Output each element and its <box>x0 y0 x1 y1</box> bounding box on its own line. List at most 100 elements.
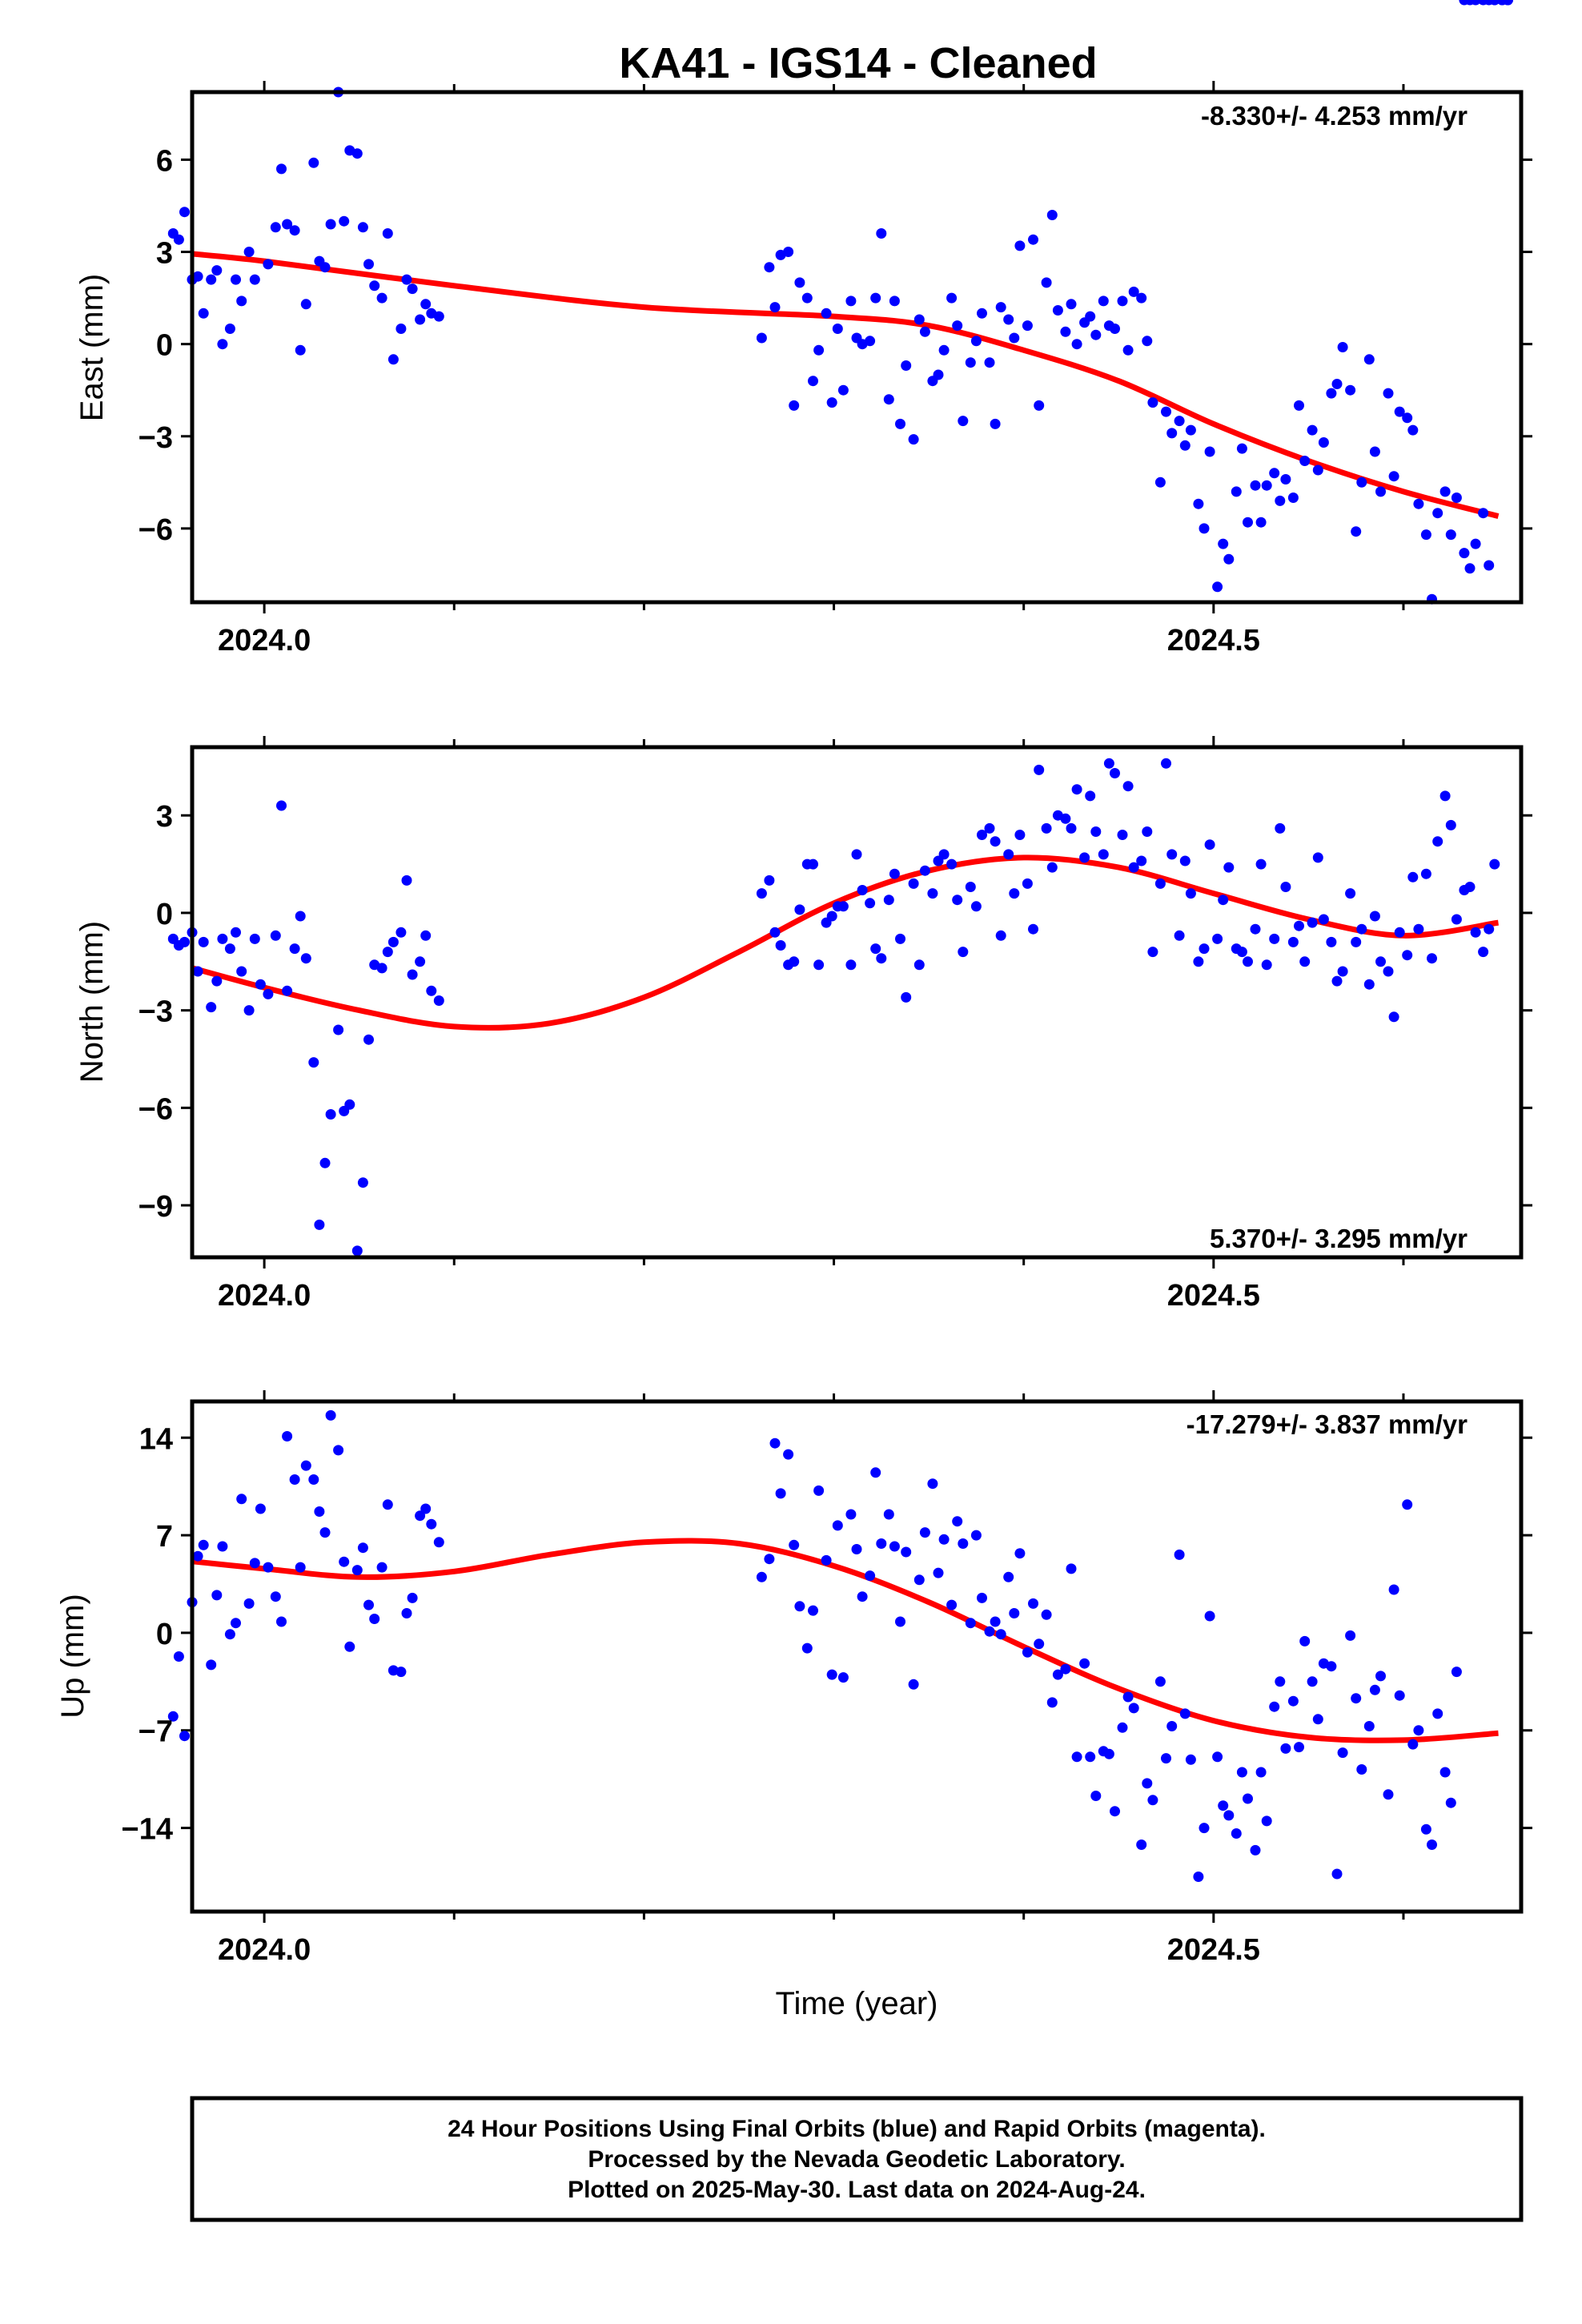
up-data-point <box>211 1590 223 1601</box>
up-data-point <box>1052 1669 1063 1680</box>
east-data-point <box>952 320 963 332</box>
east-data-point <box>919 326 930 337</box>
north-ytick-label: 0 <box>156 898 173 931</box>
north-data-point <box>1407 871 1419 883</box>
up-data-point <box>995 1629 1006 1640</box>
up-data-point <box>1407 1739 1419 1750</box>
north-data-point <box>913 959 925 971</box>
east-data-point <box>794 277 805 288</box>
up-data-point <box>908 1679 919 1690</box>
north-data-point <box>938 849 950 860</box>
east-data-point <box>895 418 905 429</box>
up-data-point <box>369 1614 380 1624</box>
up-data-point <box>1307 1676 1318 1687</box>
up-data-point <box>1299 1635 1311 1647</box>
up-data-point <box>1046 1697 1058 1708</box>
up-data-point <box>1041 1609 1052 1620</box>
north-data-point <box>965 882 976 892</box>
east-data-point <box>206 274 217 285</box>
up-data-point <box>965 1618 976 1629</box>
north-data-point <box>420 930 432 941</box>
east-data-point <box>198 308 209 319</box>
north-data-point <box>1179 855 1191 866</box>
north-data-point <box>958 947 969 958</box>
east-data-point <box>826 397 837 408</box>
north-data-point <box>295 911 306 922</box>
north-data-point <box>1136 855 1147 866</box>
east-data-point <box>1326 388 1337 399</box>
up-data-point <box>1337 1747 1348 1759</box>
up-data-point <box>1280 1743 1291 1754</box>
east-data-point <box>769 302 781 313</box>
up-data-point <box>927 1478 938 1490</box>
east-data-point <box>813 344 825 356</box>
north-data-point <box>851 849 862 860</box>
up-data-point <box>206 1659 217 1671</box>
north-xtick-label: 2024.5 <box>1167 1279 1260 1313</box>
up-data-point <box>420 1503 432 1514</box>
north-data-point <box>1022 878 1033 889</box>
north-data-point <box>1464 882 1476 892</box>
north-data-point <box>1014 830 1026 840</box>
east-data-point <box>1122 344 1134 356</box>
north-data-point <box>837 901 849 912</box>
east-data-point <box>1318 437 1329 448</box>
east-data-point <box>938 344 950 356</box>
east-data-point <box>1161 406 1171 417</box>
north-data-point <box>1161 758 1171 769</box>
north-data-point <box>984 822 995 834</box>
up-rate-label: -17.279+/- 3.837 mm/yr <box>1186 1409 1468 1439</box>
north-data-point <box>845 959 857 971</box>
up-data-point <box>1193 1872 1204 1882</box>
up-data-point <box>1174 1549 1185 1560</box>
north-data-point <box>1066 822 1077 834</box>
north-data-point <box>977 830 987 840</box>
up-data-point <box>231 1618 241 1629</box>
north-data-point <box>1204 839 1215 850</box>
up-data-point <box>1204 1610 1215 1622</box>
east-data-point <box>420 299 432 310</box>
north-data-point <box>1337 966 1348 977</box>
east-data-point <box>970 336 982 347</box>
north-data-point <box>870 943 881 955</box>
up-data-point <box>769 1437 781 1449</box>
east-data-point <box>901 360 912 371</box>
north-data-point <box>217 933 228 944</box>
east-data-point <box>1356 476 1367 488</box>
east-data-point <box>1255 517 1267 528</box>
up-data-point <box>876 1538 887 1549</box>
north-data-point <box>775 940 786 951</box>
north-data-point <box>243 1005 255 1016</box>
footer-frame <box>190 2096 1524 2222</box>
up-data-point <box>1071 1751 1082 1763</box>
north-data-point <box>270 930 281 941</box>
east-data-point <box>231 274 241 285</box>
north-data-point <box>344 1099 355 1110</box>
east-data-point <box>1337 342 1348 352</box>
north-plot-frame <box>190 745 1524 1260</box>
north-data-point <box>889 868 900 879</box>
north-data-point <box>1034 764 1045 775</box>
up-data-point <box>1345 1630 1356 1641</box>
north-data-point <box>1345 888 1356 899</box>
north-data-point <box>276 800 287 811</box>
up-data-point <box>1331 1868 1343 1880</box>
east-data-point <box>845 296 857 307</box>
up-data-point <box>357 1542 368 1554</box>
east-data-point <box>1052 305 1063 316</box>
east-data-point <box>1193 498 1204 509</box>
up-data-point <box>1142 1778 1153 1789</box>
north-data-point <box>1451 914 1462 925</box>
east-data-point <box>1478 508 1489 519</box>
east-data-point <box>1383 388 1394 399</box>
east-data-point <box>870 292 881 304</box>
north-data-point <box>255 979 266 990</box>
east-tick-labels: 2024.0 2024.5 6 3 0 −3 −6 <box>139 144 1260 657</box>
north-data-point <box>1079 852 1090 863</box>
up-data-point <box>1185 1754 1196 1765</box>
east-plot-frame <box>190 90 1524 605</box>
north-data-point <box>970 901 982 912</box>
east-data-point <box>211 265 223 276</box>
east-data-point <box>1312 464 1323 476</box>
up-ytick-label: −7 <box>139 1715 173 1749</box>
